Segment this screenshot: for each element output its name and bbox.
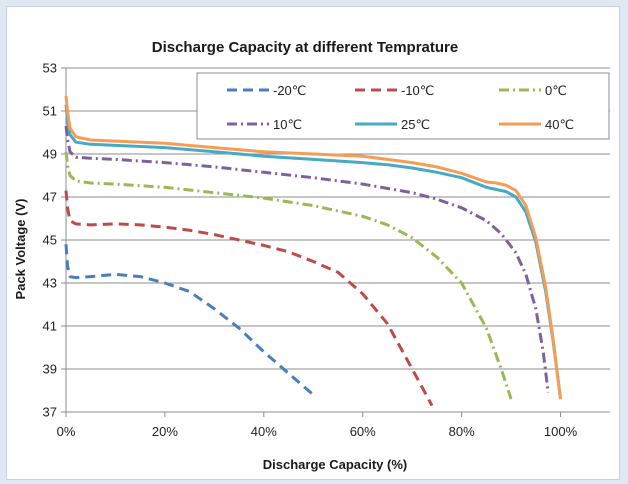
legend-label-1: -10℃ bbox=[401, 83, 434, 98]
legend-label-3: 10℃ bbox=[273, 117, 302, 132]
legend-label-5: 40℃ bbox=[545, 117, 574, 132]
x-tick-label: 60% bbox=[350, 424, 376, 439]
series-line-4 bbox=[66, 105, 561, 400]
series-line-0 bbox=[66, 244, 313, 394]
x-tick-label: 0% bbox=[57, 424, 76, 439]
legend-label-4: 25℃ bbox=[401, 117, 430, 132]
chart-frame: Discharge Capacity at different Tempratu… bbox=[6, 6, 620, 480]
x-axis-label: Discharge Capacity (%) bbox=[263, 457, 408, 472]
y-tick-label: 37 bbox=[43, 405, 57, 420]
line-chart: Discharge Capacity at different Tempratu… bbox=[7, 7, 619, 479]
x-tick-label: 40% bbox=[251, 424, 277, 439]
x-tick-label: 20% bbox=[152, 424, 178, 439]
legend-label-0: -20℃ bbox=[273, 83, 306, 98]
y-tick-label: 41 bbox=[43, 319, 57, 334]
y-tick-label: 53 bbox=[43, 61, 57, 76]
y-tick-label: 49 bbox=[43, 147, 57, 162]
legend-label-2: 0℃ bbox=[545, 83, 567, 98]
series-line-5 bbox=[66, 96, 561, 399]
series-line-1 bbox=[66, 191, 432, 406]
series-line-2 bbox=[66, 152, 511, 399]
y-tick-label: 47 bbox=[43, 190, 57, 205]
legend: -20℃ -10℃ 0℃ 10℃ 25℃ 40℃ bbox=[197, 73, 609, 139]
y-tick-label: 51 bbox=[43, 104, 57, 119]
y-axis-label: Pack Voltage (V) bbox=[13, 199, 28, 300]
y-tick-label: 45 bbox=[43, 233, 57, 248]
x-tick-label: 100% bbox=[544, 424, 578, 439]
y-tick-label: 39 bbox=[43, 362, 57, 377]
chart-title: Discharge Capacity at different Tempratu… bbox=[152, 39, 458, 56]
x-tick-label: 80% bbox=[449, 424, 475, 439]
y-tick-label: 43 bbox=[43, 276, 57, 291]
series-lines bbox=[66, 96, 561, 406]
